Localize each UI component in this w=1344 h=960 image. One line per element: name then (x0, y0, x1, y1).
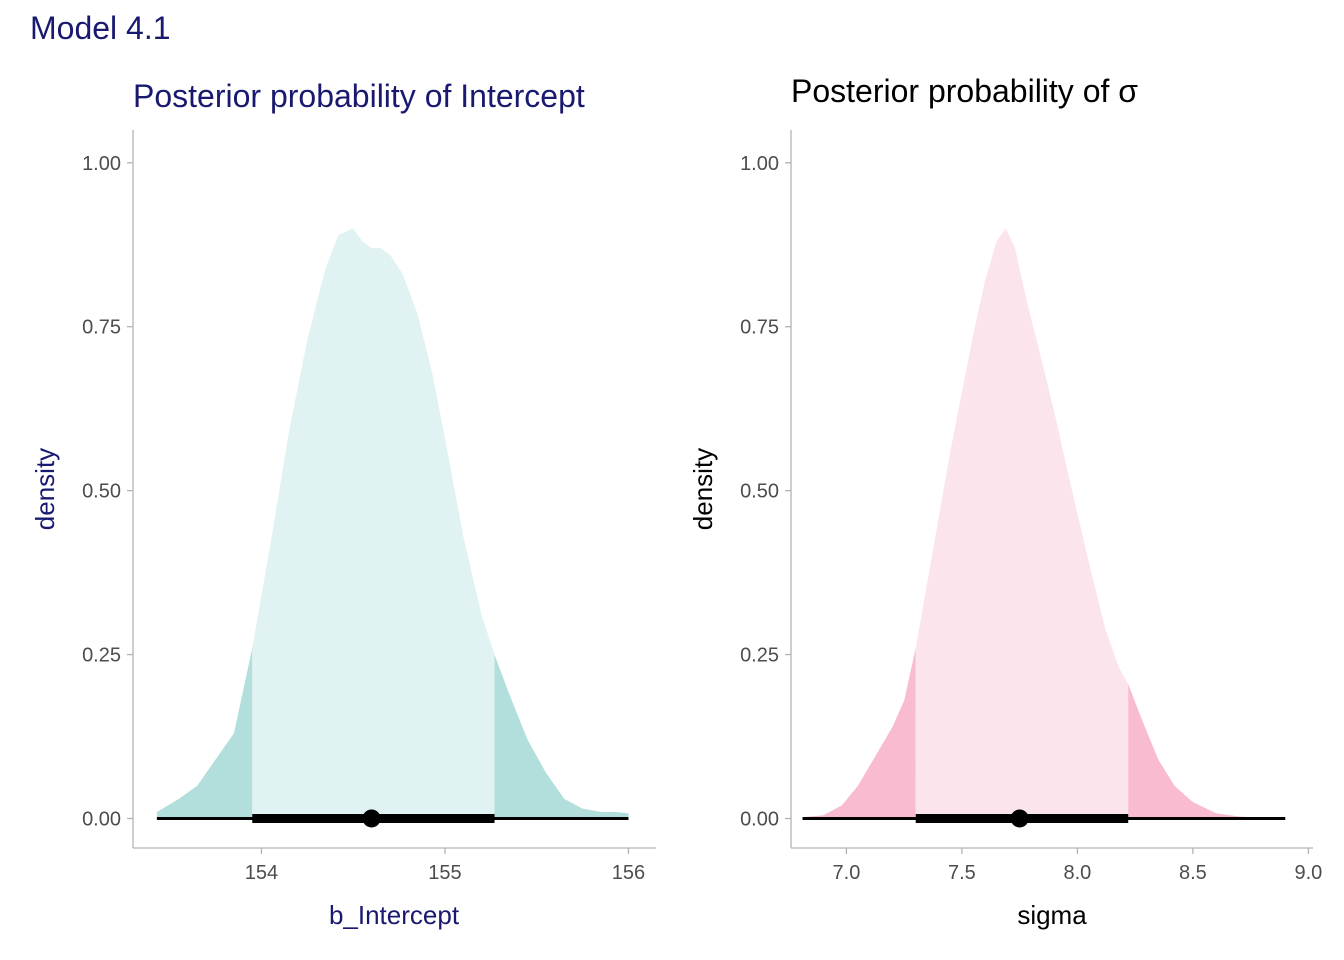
density-right-tail (1128, 684, 1286, 819)
y-tick-label: 1.00 (82, 153, 121, 175)
y-tick-label: 0.25 (740, 645, 779, 667)
figure-title: Model 4.1 (30, 10, 171, 46)
density-left-tail (802, 648, 916, 819)
density-left-tail (156, 648, 253, 819)
y-tick-label: 0.75 (82, 317, 121, 339)
x-tick-label: 7.5 (948, 862, 976, 884)
y-tick-label: 1.00 (740, 153, 779, 175)
point-estimate (1010, 809, 1029, 828)
y-tick-label: 0.00 (740, 808, 779, 830)
y-tick-label: 0.50 (82, 481, 121, 503)
y-tick-label: 0.50 (740, 481, 779, 503)
x-tick-label: 7.0 (833, 862, 861, 884)
y-tick-label: 0.75 (740, 317, 779, 339)
y-tick-label: 0.00 (82, 808, 121, 830)
y-axis-label: density (30, 448, 60, 530)
density-central-interval (252, 228, 495, 819)
x-tick-label: 156 (612, 862, 645, 884)
x-axis-label: b_Intercept (329, 900, 460, 930)
x-tick-label: 8.5 (1179, 862, 1207, 884)
intercept-panel: 0.00 0.25 0.50 0.75 1.00 154 155 156 Posterior p… (30, 78, 656, 930)
point-estimate (362, 809, 381, 828)
density-right-tail (494, 654, 629, 819)
density-central-interval (915, 228, 1129, 819)
y-tick-label: 0.25 (82, 645, 121, 667)
chart-title: Posterior probability of Intercept (133, 78, 585, 114)
sigma-panel: 0.00 0.25 0.50 0.75 1.00 7.0 7.5 8.0 8.5 9.0 Poste… (688, 73, 1322, 930)
x-tick-label: 8.0 (1064, 862, 1092, 884)
y-axis-label: density (688, 448, 718, 530)
chart-title: Posterior probability of σ (791, 73, 1138, 109)
x-axis-label: sigma (1017, 900, 1087, 930)
x-tick-label: 155 (428, 862, 461, 884)
x-tick-label: 9.0 (1294, 862, 1322, 884)
x-tick-label: 154 (245, 862, 278, 884)
